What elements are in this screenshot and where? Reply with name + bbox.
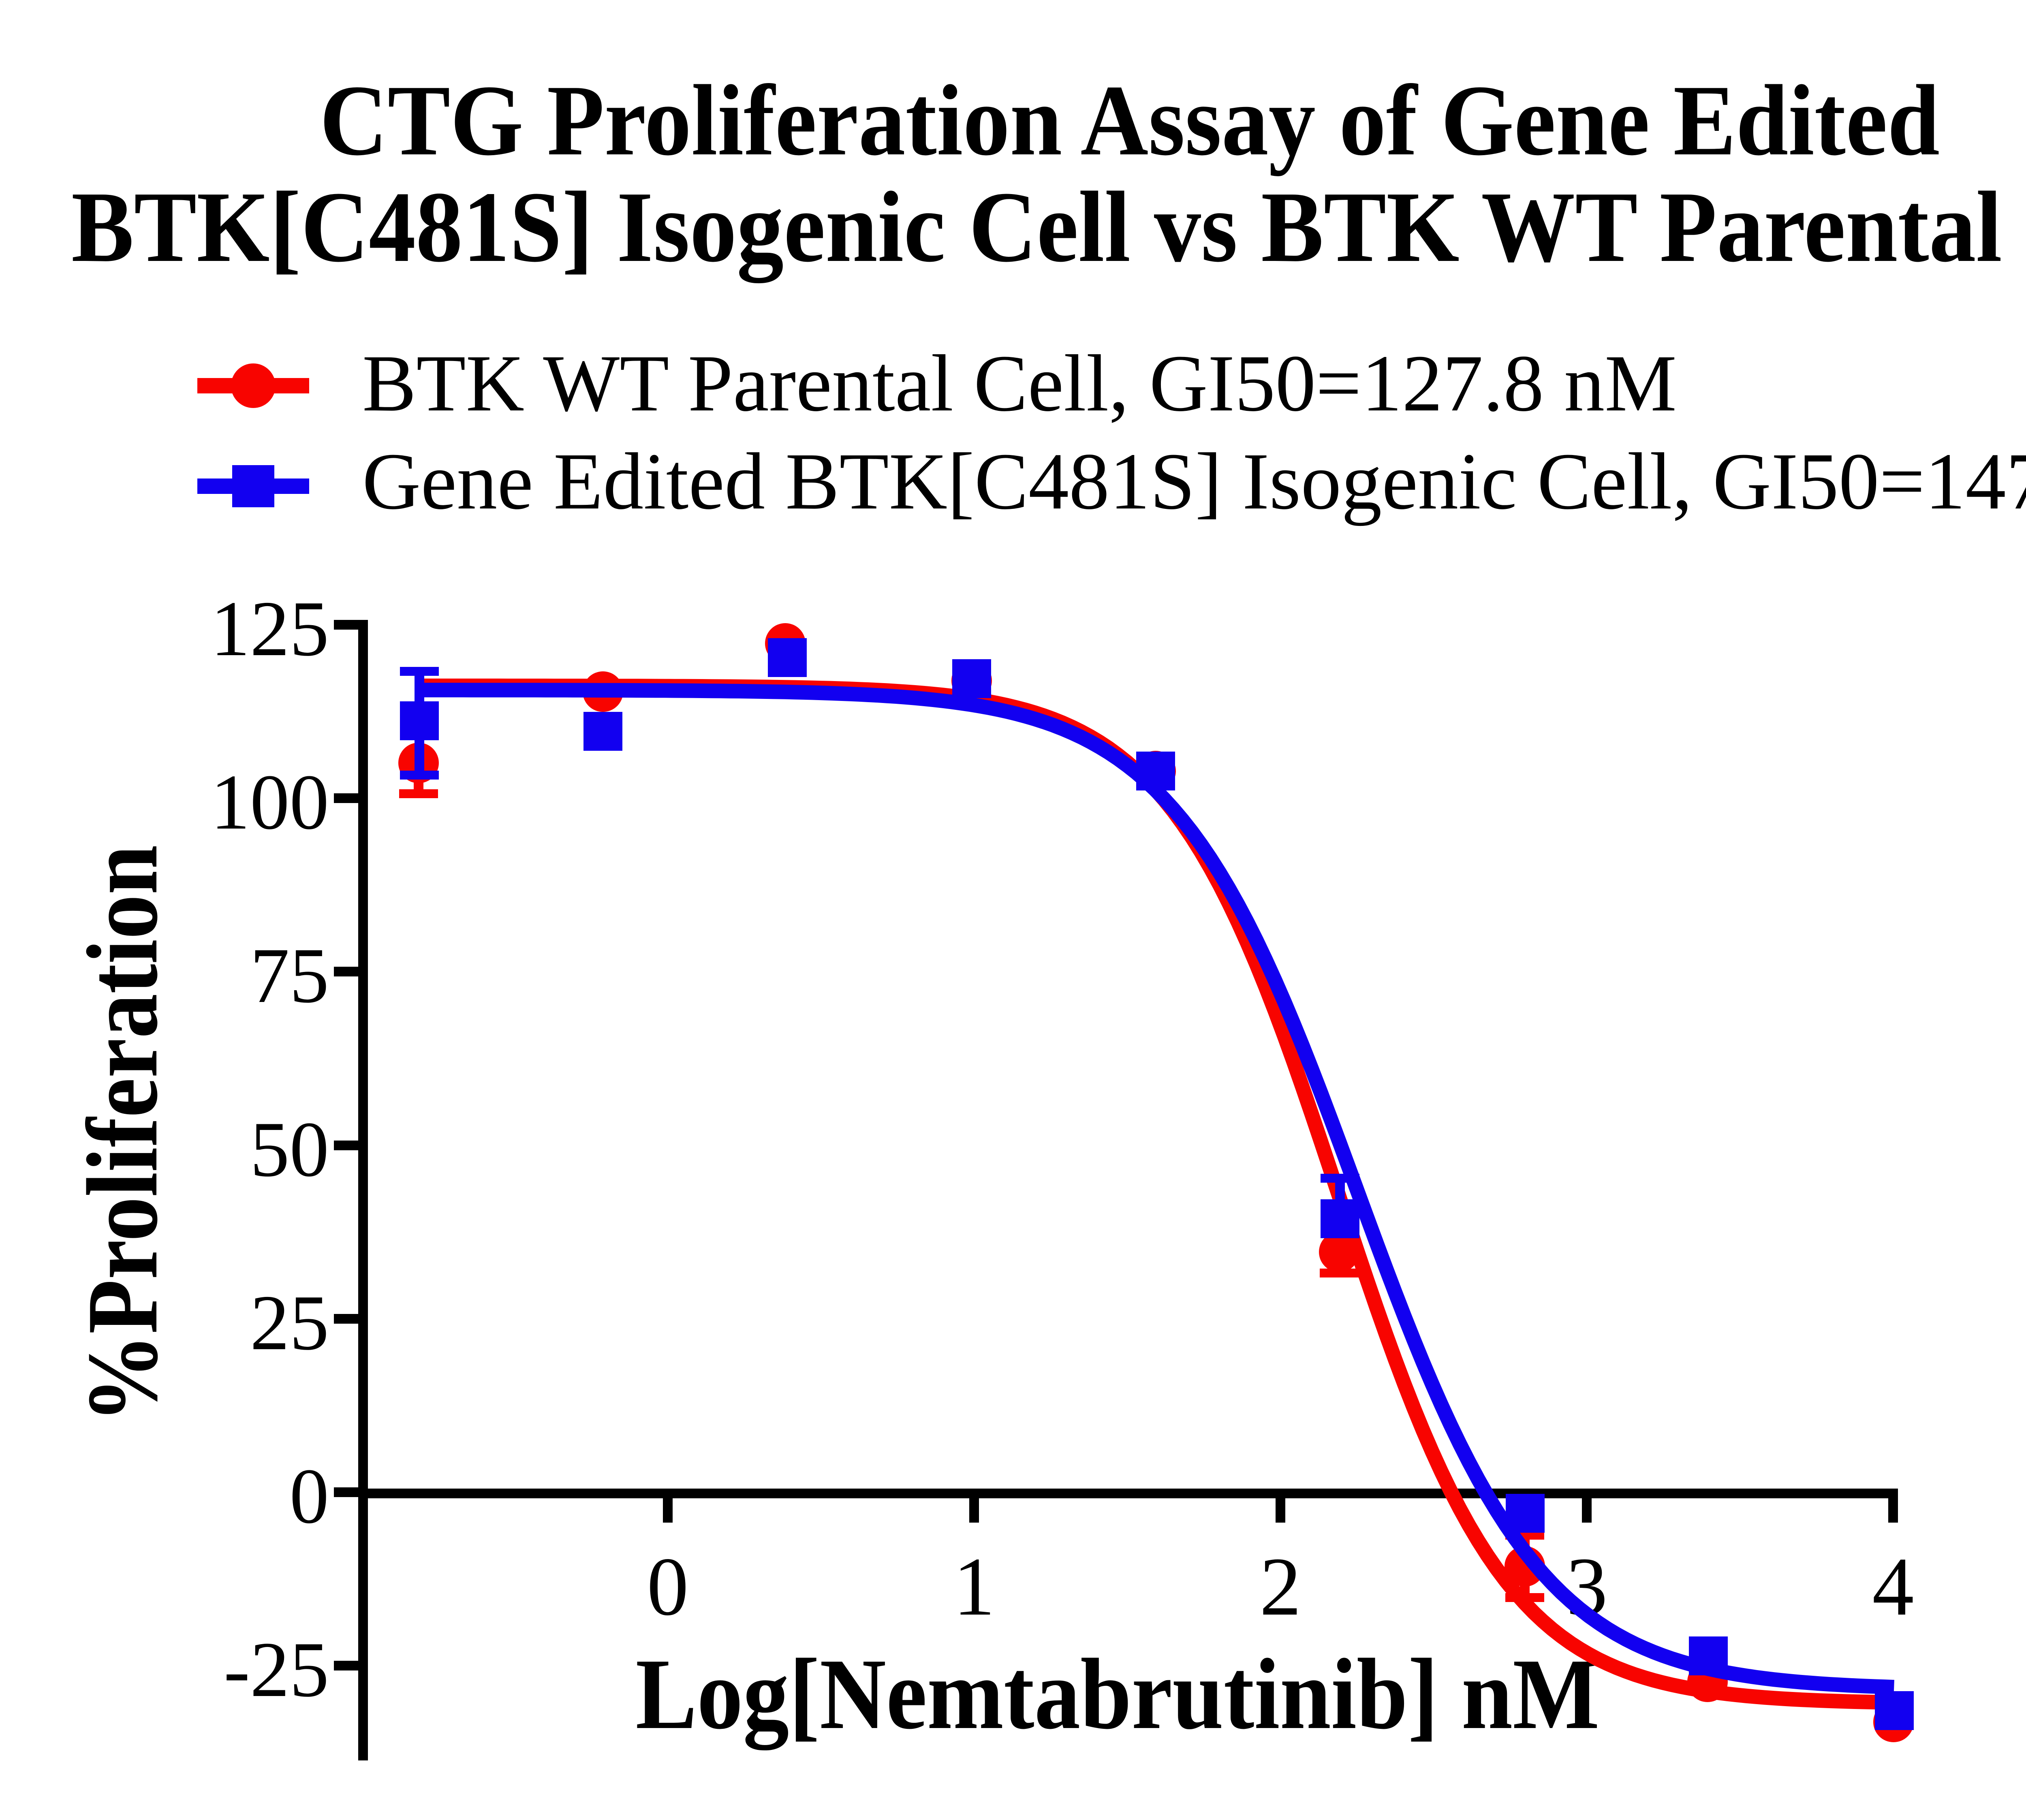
svg-text:CTG Proliferation Assay of Gen: CTG Proliferation Assay of Gene Edited <box>320 64 1940 177</box>
svg-text:4: 4 <box>1872 1540 1914 1633</box>
svg-text:-25: -25 <box>224 1626 329 1713</box>
svg-text:BTK[C481S] Isogenic Cell vs BT: BTK[C481S] Isogenic Cell vs BTK WT Paren… <box>71 171 2026 283</box>
svg-text:2: 2 <box>1260 1540 1302 1633</box>
svg-text:125: 125 <box>211 585 329 673</box>
svg-text:Log[Nemtabrutinib] nM: Log[Nemtabrutinib] nM <box>636 1638 1600 1750</box>
svg-text:BTK WT Parental Cell, GI50=127: BTK WT Parental Cell, GI50=127.8 nM <box>362 339 1677 428</box>
svg-text:50: 50 <box>250 1106 329 1193</box>
svg-text:75: 75 <box>250 932 329 1019</box>
svg-text:%Proliferation: %Proliferation <box>66 845 179 1423</box>
svg-text:0: 0 <box>290 1453 329 1540</box>
svg-text:100: 100 <box>211 758 329 846</box>
svg-text:0: 0 <box>647 1540 689 1633</box>
svg-text:1: 1 <box>953 1540 995 1633</box>
svg-text:Gene Edited BTK[C481S] Isogeni: Gene Edited BTK[C481S] Isogenic Cell, GI… <box>362 437 2026 526</box>
svg-text:25: 25 <box>250 1279 329 1367</box>
